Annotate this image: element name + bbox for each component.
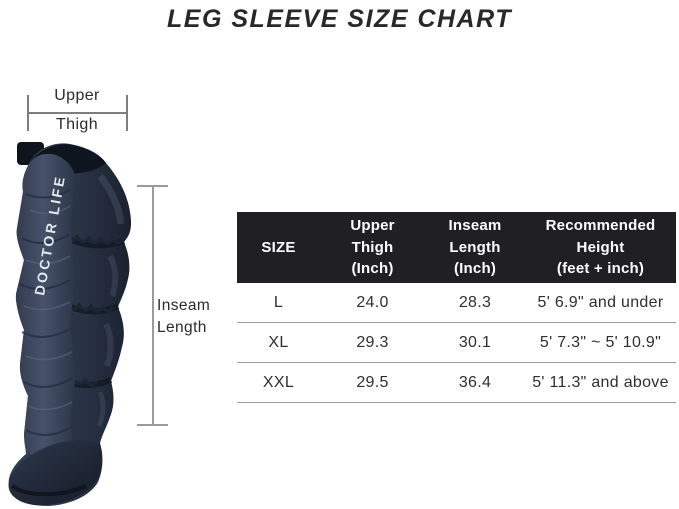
cell-thigh: 24.0 [356, 293, 389, 311]
inseam-dimension-line [152, 185, 154, 425]
table-row-xl: XL 29.3 30.1 5' 7.3" ~ 5' 10.9" [237, 323, 676, 363]
upper-thigh-tick-left [27, 95, 29, 131]
size-table-header-row: SIZE Upper Thigh (Inch) Inseam Length (I… [237, 212, 676, 283]
upper-thigh-label-line1: Upper [54, 87, 100, 104]
cell-thigh: 29.5 [356, 373, 389, 391]
upper-thigh-tick-right [126, 95, 128, 131]
cell-size: XL [268, 333, 289, 351]
cell-size: XXL [262, 373, 295, 391]
cell-height: 5' 7.3" ~ 5' 10.9" [539, 333, 662, 351]
header-size: SIZE [261, 238, 296, 256]
sleeve-cover-panel [15, 153, 77, 475]
cell-height: 5' 11.3" and above [532, 373, 669, 391]
table-row-l: L 24.0 28.3 5' 6.9" and under [237, 283, 676, 323]
cell-inseam: 28.3 [458, 293, 492, 311]
inseam-length-label: Inseam Length [157, 297, 211, 336]
upper-thigh-dimension-line [27, 112, 127, 114]
table-row-xxl: XXL 29.5 36.4 5' 11.3" and above [237, 363, 676, 403]
header-upper-thigh: Upper Thigh (Inch) [350, 216, 395, 278]
cell-thigh: 29.3 [356, 333, 389, 351]
upper-thigh-label-line2: Thigh [55, 116, 99, 133]
cell-size: L [273, 293, 284, 311]
inseam-cap-top [137, 185, 168, 187]
header-recommended-height: Recommended Height (feet + inch) [545, 216, 656, 278]
header-inseam-length: Inseam Length (Inch) [448, 216, 502, 278]
size-table: SIZE Upper Thigh (Inch) Inseam Length (I… [237, 212, 676, 403]
cell-inseam: 30.1 [458, 333, 492, 351]
cell-height: 5' 6.9" and under [537, 293, 664, 311]
page-title: LEG SLEEVE SIZE CHART [167, 5, 512, 33]
inseam-cap-bottom [137, 424, 168, 426]
product-figure: Upper Thigh [0, 74, 235, 509]
leg-sleeve-product-image: DOCTOR LIFE [8, 142, 132, 506]
cell-inseam: 36.4 [458, 373, 492, 391]
